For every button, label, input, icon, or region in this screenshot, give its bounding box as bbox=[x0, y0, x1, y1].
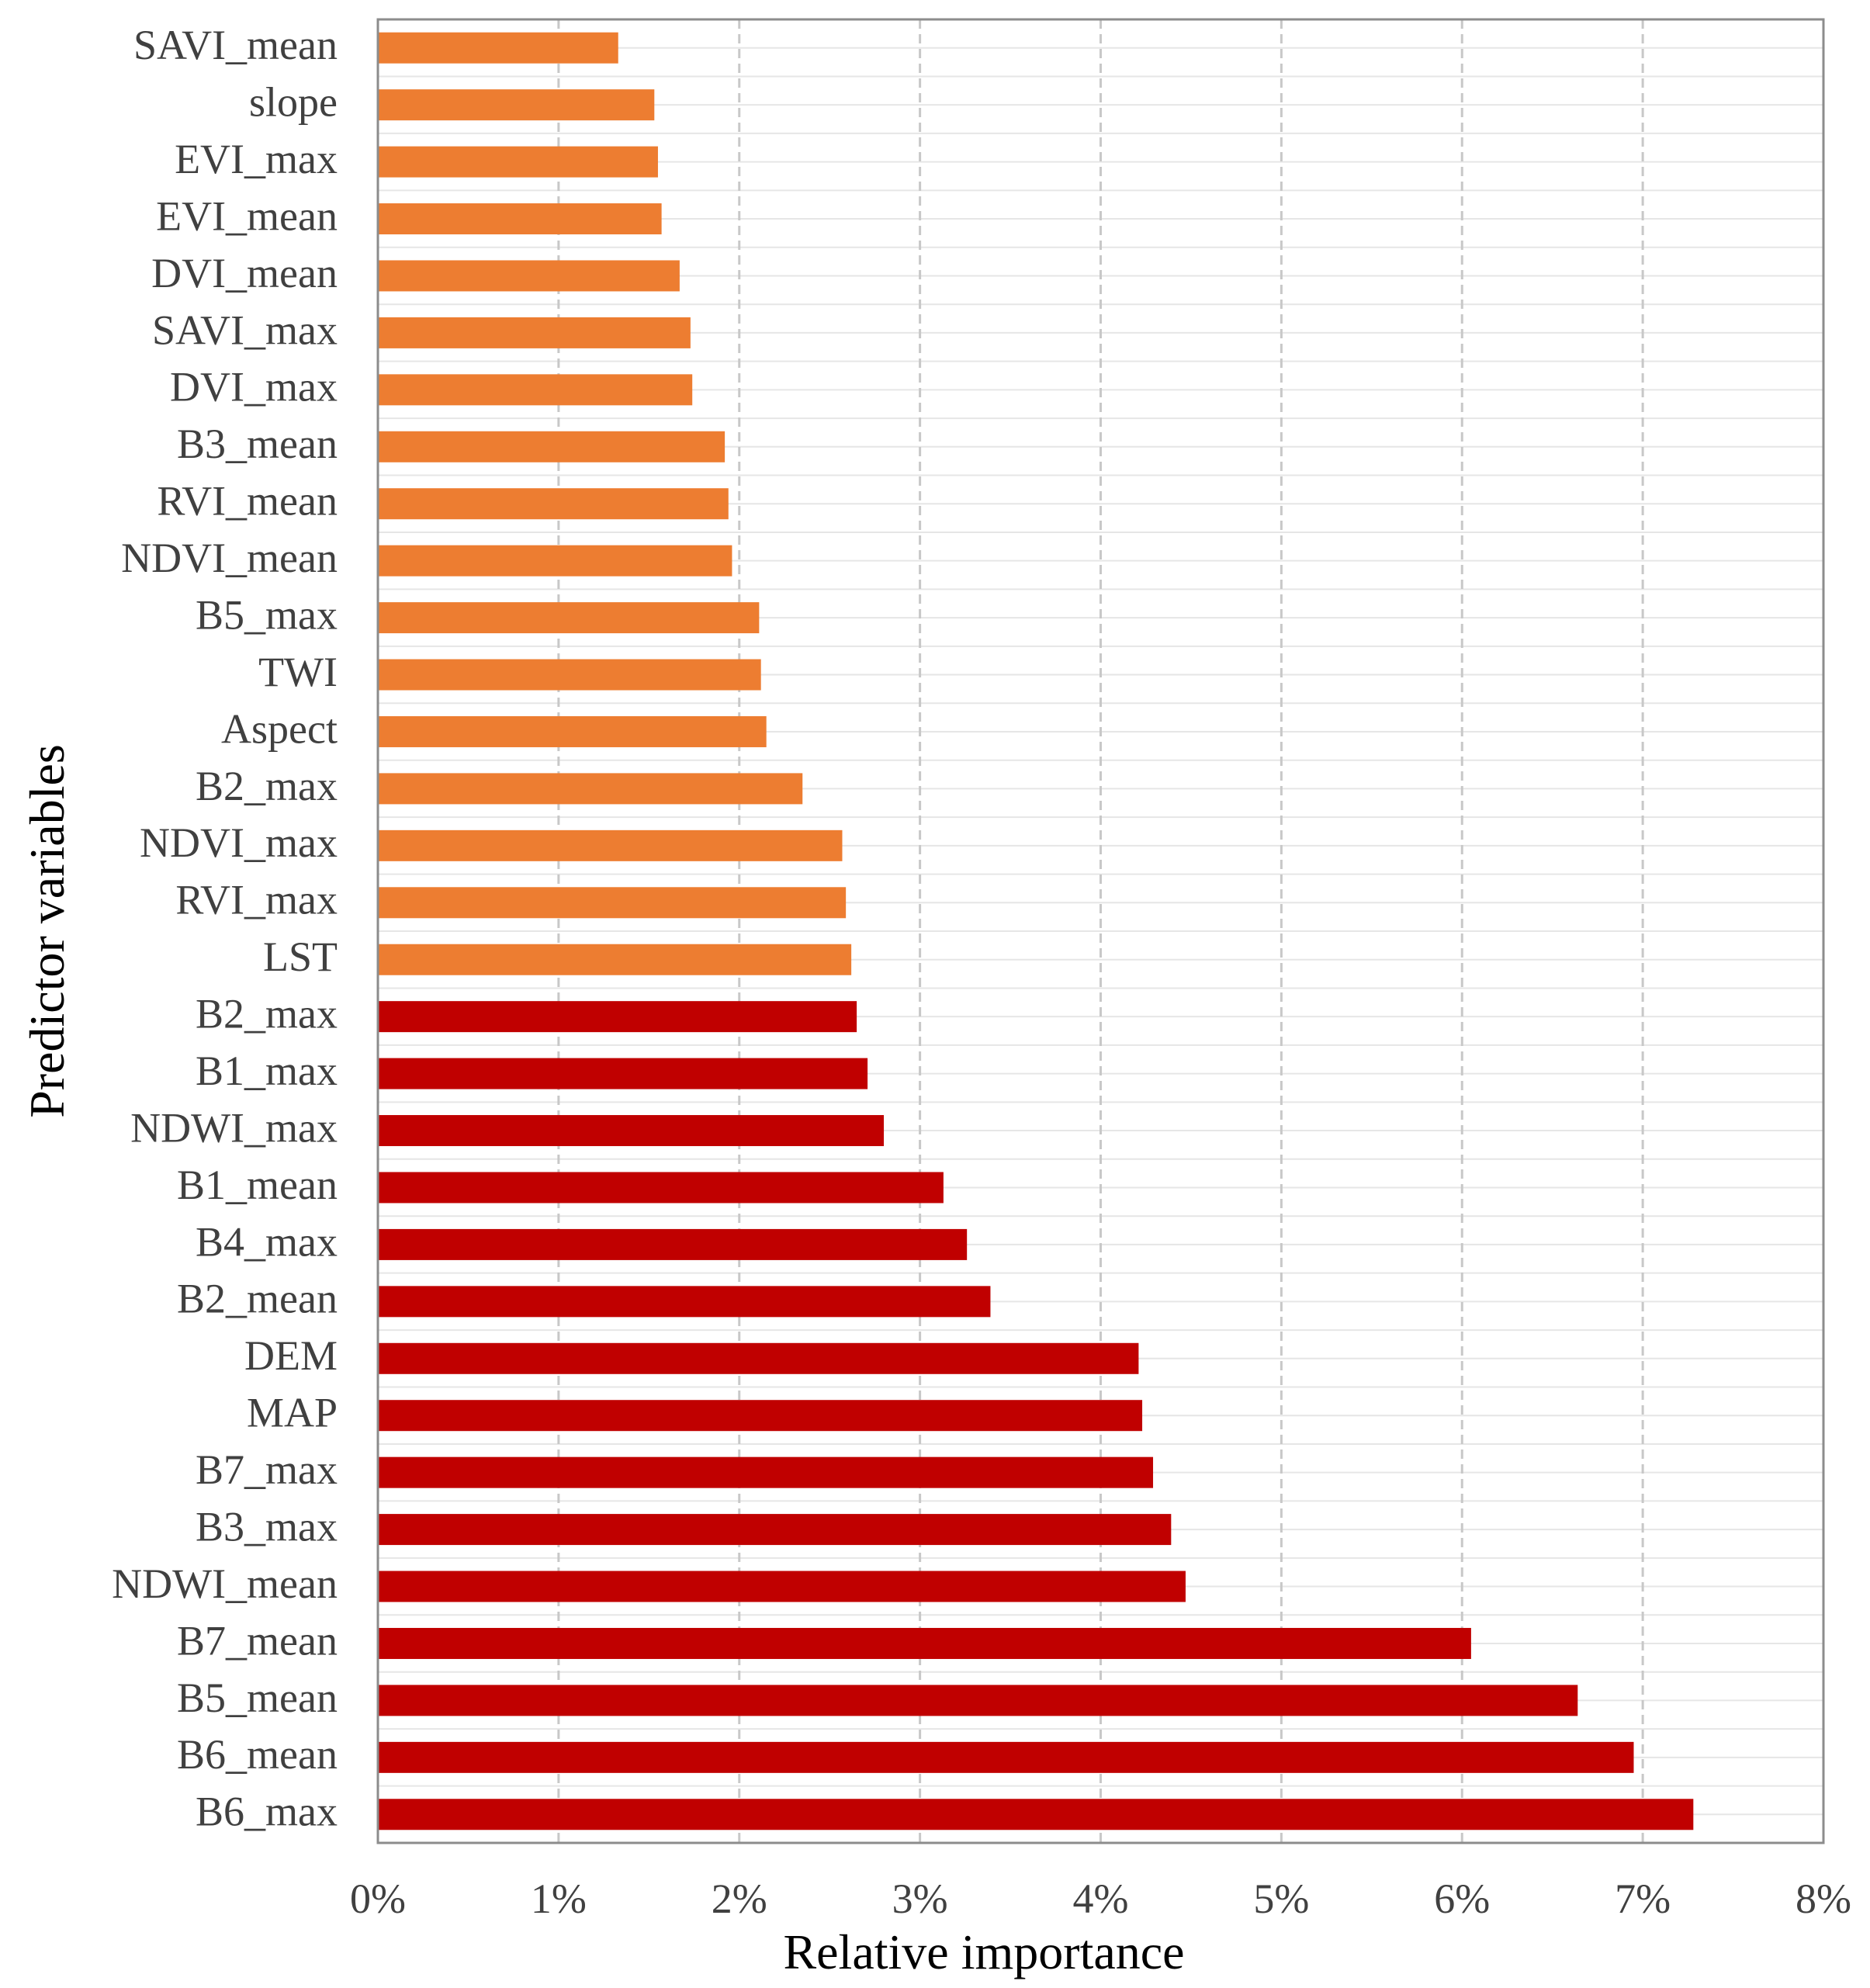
x-tick-label: 6% bbox=[1434, 1875, 1490, 1922]
bar bbox=[378, 1741, 1634, 1773]
category-label: B2_max bbox=[196, 991, 338, 1037]
bar bbox=[378, 317, 691, 348]
horizontal-gridlines bbox=[378, 47, 1823, 1816]
category-label: SAVI_max bbox=[152, 307, 338, 353]
category-label: B4_max bbox=[196, 1218, 338, 1265]
bar bbox=[378, 1514, 1172, 1546]
category-label: DVI_mean bbox=[151, 250, 338, 296]
bar bbox=[378, 829, 843, 861]
bar bbox=[378, 1115, 885, 1147]
category-label: RVI_max bbox=[175, 877, 338, 923]
plot-area-frame bbox=[376, 18, 1825, 1844]
bar bbox=[378, 1400, 1143, 1432]
category-label: EVI_mean bbox=[156, 192, 338, 239]
category-label: SAVI_mean bbox=[133, 22, 338, 68]
category-label: B2_max bbox=[196, 763, 338, 809]
bar bbox=[378, 1172, 944, 1204]
category-label: EVI_max bbox=[175, 136, 338, 182]
x-tick-label: 1% bbox=[531, 1875, 587, 1922]
bar bbox=[378, 203, 662, 235]
x-axis-title: Relative importance bbox=[783, 1924, 1184, 1979]
x-tick-label: 8% bbox=[1796, 1875, 1851, 1922]
bar bbox=[378, 32, 618, 64]
category-label: B5_mean bbox=[177, 1675, 338, 1721]
bar bbox=[378, 1799, 1694, 1830]
category-label: MAP bbox=[247, 1390, 338, 1436]
x-tick-labels: 0% 1% 2% 3% 4% 5% 6% 7% 8% bbox=[350, 1875, 1851, 1922]
category-label: B6_max bbox=[196, 1789, 338, 1835]
category-label: B2_mean bbox=[177, 1276, 338, 1322]
bar bbox=[378, 1001, 857, 1033]
y-axis-title: Predictor variables bbox=[19, 744, 74, 1118]
bar bbox=[378, 431, 725, 462]
category-label: NDWI_mean bbox=[112, 1560, 338, 1607]
category-label: NDVI_max bbox=[140, 819, 338, 866]
x-tick-label: 2% bbox=[712, 1875, 767, 1922]
category-label: DVI_max bbox=[170, 364, 338, 410]
category-label: B3_max bbox=[196, 1503, 338, 1550]
category-label: TWI bbox=[258, 649, 338, 695]
x-tick-label: 7% bbox=[1615, 1875, 1671, 1922]
category-label: B6_mean bbox=[177, 1731, 338, 1778]
bar bbox=[378, 1627, 1471, 1659]
bar bbox=[378, 1571, 1186, 1602]
bar bbox=[378, 1456, 1154, 1488]
category-label: LST bbox=[263, 933, 338, 980]
x-tick-label: 4% bbox=[1073, 1875, 1129, 1922]
bar bbox=[378, 146, 658, 178]
bar bbox=[378, 488, 729, 520]
bar bbox=[378, 715, 767, 747]
x-tick-label: 5% bbox=[1253, 1875, 1309, 1922]
category-label: B1_mean bbox=[177, 1162, 338, 1208]
bar bbox=[378, 1685, 1578, 1716]
category-label: B7_mean bbox=[177, 1617, 338, 1664]
bar bbox=[378, 545, 732, 577]
category-label: Aspect bbox=[221, 705, 338, 752]
category-label: B1_max bbox=[196, 1048, 338, 1094]
category-label: B3_mean bbox=[177, 421, 338, 467]
category-label: NDVI_mean bbox=[121, 535, 338, 581]
bar bbox=[378, 659, 761, 691]
bar bbox=[378, 944, 852, 975]
category-label: DEM bbox=[244, 1332, 338, 1379]
bar bbox=[378, 602, 760, 634]
bar bbox=[378, 1342, 1139, 1374]
bar bbox=[378, 773, 803, 805]
category-label: B5_max bbox=[196, 591, 338, 638]
category-label: B7_max bbox=[196, 1446, 338, 1493]
category-label: slope bbox=[249, 79, 338, 126]
category-label: NDWI_max bbox=[130, 1104, 338, 1151]
bars bbox=[378, 32, 1694, 1830]
bar bbox=[378, 374, 693, 406]
bar bbox=[378, 887, 847, 919]
category-label: RVI_mean bbox=[157, 478, 338, 525]
x-tick-label: 0% bbox=[350, 1875, 406, 1922]
bar bbox=[378, 1058, 868, 1089]
bar bbox=[378, 89, 655, 121]
bar bbox=[378, 260, 680, 292]
x-tick-label: 3% bbox=[892, 1875, 948, 1922]
bar bbox=[378, 1286, 991, 1318]
bar bbox=[378, 1228, 968, 1260]
